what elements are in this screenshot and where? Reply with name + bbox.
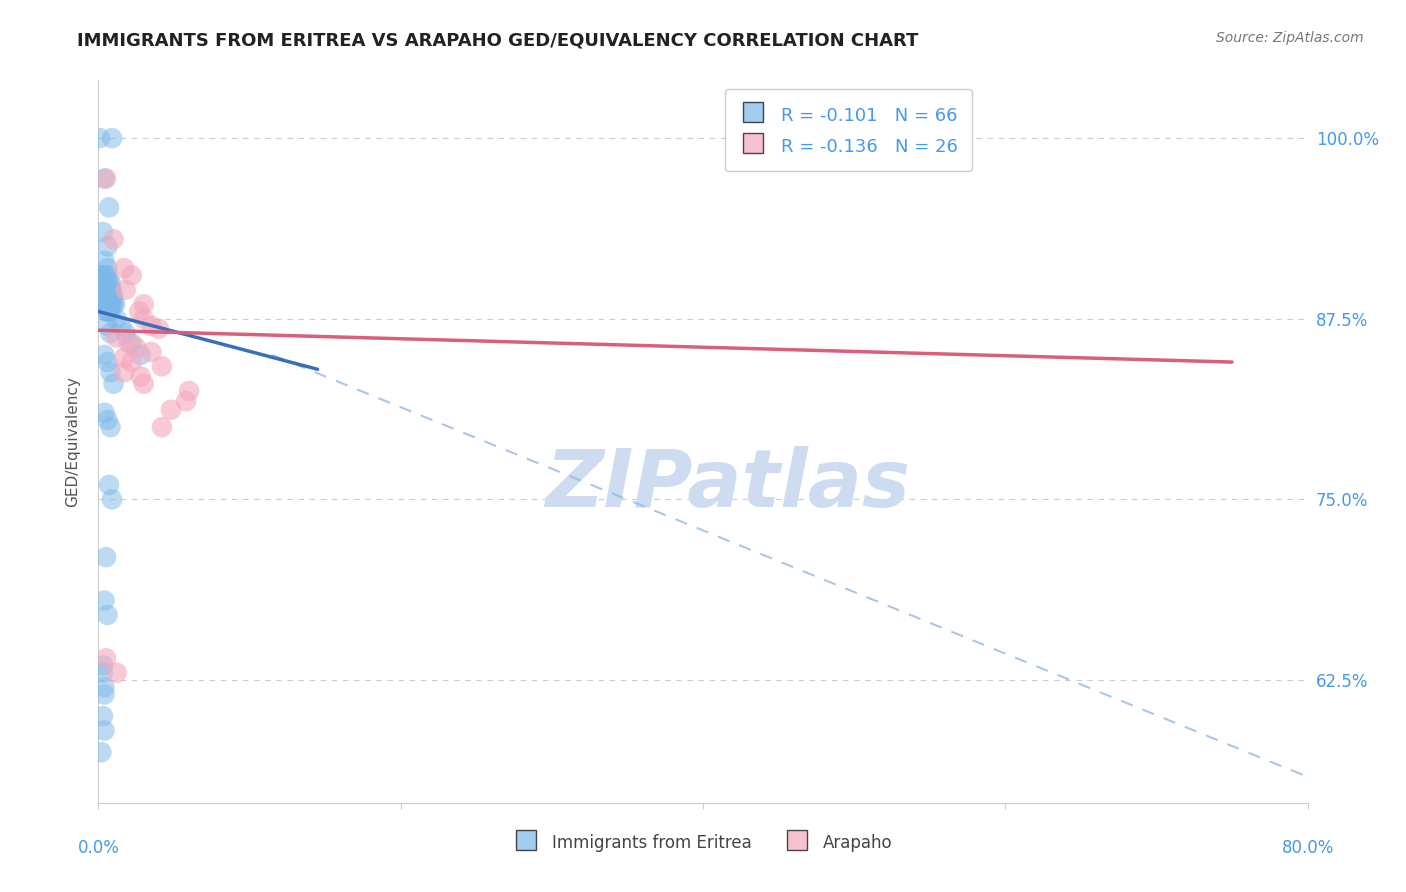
- Point: [128, 304, 150, 318]
- Point: [150, 420, 173, 434]
- Point: [100, 297, 122, 311]
- Point: [94, 171, 117, 186]
- Point: [100, 304, 122, 318]
- Point: [96, 413, 118, 427]
- Point: [112, 365, 135, 379]
- Point: [132, 376, 155, 391]
- Point: [96, 607, 118, 622]
- Point: [93, 297, 115, 311]
- Point: [93, 687, 115, 701]
- Point: [96, 355, 118, 369]
- Point: [94, 651, 117, 665]
- Point: [101, 297, 124, 311]
- Point: [96, 283, 118, 297]
- Point: [93, 723, 115, 738]
- Point: [101, 283, 124, 297]
- Point: [101, 131, 124, 145]
- Point: [125, 341, 148, 355]
- Point: [141, 318, 163, 333]
- Point: [103, 297, 125, 311]
- Point: [91, 709, 114, 723]
- Point: [94, 283, 117, 297]
- Point: [118, 336, 141, 351]
- Point: [91, 658, 114, 673]
- Point: [96, 297, 118, 311]
- Point: [141, 345, 163, 359]
- Point: [132, 297, 155, 311]
- Point: [91, 268, 114, 283]
- Point: [96, 239, 118, 253]
- Point: [129, 369, 152, 384]
- Point: [101, 492, 124, 507]
- Point: [174, 394, 197, 409]
- Point: [93, 290, 115, 304]
- Point: [160, 402, 183, 417]
- Point: [93, 680, 115, 694]
- Point: [94, 297, 117, 311]
- Point: [93, 253, 115, 268]
- Point: [94, 304, 117, 318]
- Point: [129, 348, 152, 362]
- Point: [96, 318, 118, 333]
- Point: [93, 348, 115, 362]
- Point: [91, 290, 114, 304]
- Point: [100, 283, 122, 297]
- Point: [98, 276, 121, 290]
- Point: [94, 550, 117, 565]
- Point: [103, 290, 125, 304]
- Text: ZIPatlas: ZIPatlas: [544, 446, 910, 524]
- Point: [105, 311, 128, 326]
- Point: [114, 326, 136, 341]
- Point: [100, 276, 122, 290]
- Point: [179, 384, 201, 398]
- Point: [96, 304, 118, 318]
- Point: [121, 355, 143, 369]
- Point: [100, 326, 122, 341]
- Point: [90, 745, 112, 759]
- Point: [89, 131, 111, 145]
- Point: [98, 304, 121, 318]
- Text: Source: ZipAtlas.com: Source: ZipAtlas.com: [1216, 31, 1364, 45]
- Point: [93, 283, 115, 297]
- Text: 0.0%: 0.0%: [77, 839, 120, 857]
- Text: 80.0%: 80.0%: [1281, 839, 1334, 857]
- Point: [105, 330, 128, 344]
- Point: [91, 665, 114, 680]
- Point: [93, 406, 115, 420]
- Point: [121, 268, 143, 283]
- Point: [114, 283, 136, 297]
- Y-axis label: GED/Equivalency: GED/Equivalency: [65, 376, 80, 507]
- Point: [150, 359, 173, 374]
- Point: [98, 297, 121, 311]
- Point: [98, 201, 121, 215]
- Point: [100, 290, 122, 304]
- Point: [90, 268, 112, 283]
- Point: [103, 232, 125, 246]
- Point: [132, 311, 155, 326]
- Point: [100, 420, 122, 434]
- Point: [93, 171, 115, 186]
- Point: [98, 283, 121, 297]
- Point: [112, 351, 135, 365]
- Point: [94, 290, 117, 304]
- Point: [103, 376, 125, 391]
- Point: [100, 365, 122, 379]
- Point: [96, 261, 118, 276]
- Point: [112, 261, 135, 276]
- Point: [94, 268, 117, 283]
- Point: [110, 318, 132, 333]
- Point: [91, 225, 114, 239]
- Point: [93, 593, 115, 607]
- Point: [101, 290, 124, 304]
- Point: [148, 322, 170, 336]
- Point: [104, 297, 127, 311]
- Point: [105, 665, 128, 680]
- Point: [121, 336, 143, 351]
- Point: [98, 478, 121, 492]
- Point: [96, 290, 118, 304]
- Point: [96, 268, 118, 283]
- Legend: Immigrants from Eritrea, Arapaho: Immigrants from Eritrea, Arapaho: [506, 826, 900, 860]
- Text: IMMIGRANTS FROM ERITREA VS ARAPAHO GED/EQUIVALENCY CORRELATION CHART: IMMIGRANTS FROM ERITREA VS ARAPAHO GED/E…: [77, 31, 918, 49]
- Point: [98, 290, 121, 304]
